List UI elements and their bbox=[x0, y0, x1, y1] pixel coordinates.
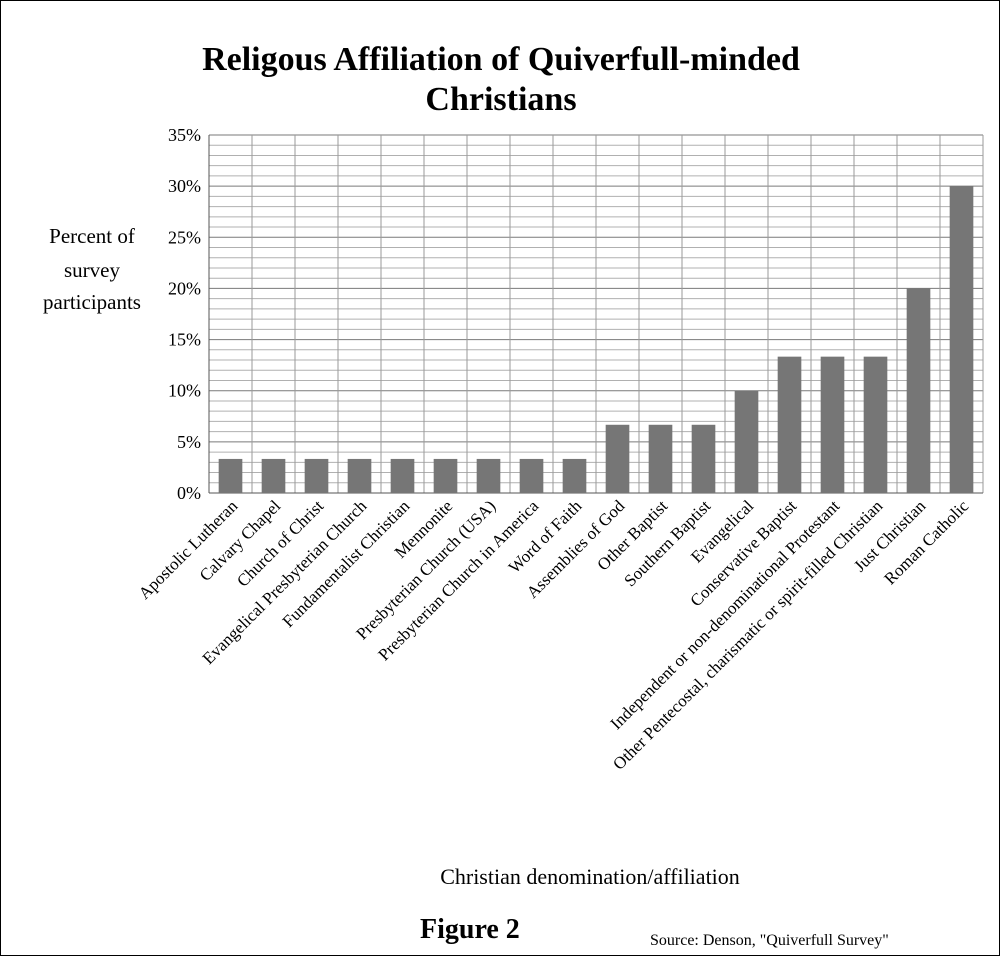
bar bbox=[906, 288, 931, 493]
bar bbox=[476, 458, 501, 493]
y-tick-label: 15% bbox=[168, 330, 201, 350]
y-axis-label-line-3: participants bbox=[43, 290, 141, 314]
y-tick-label: 5% bbox=[177, 432, 201, 452]
bar bbox=[734, 390, 759, 493]
y-tick-label: 10% bbox=[168, 381, 201, 401]
y-tick-label: 0% bbox=[177, 483, 201, 503]
source-note: Source: Denson, "Quiverfull Survey" bbox=[650, 932, 889, 949]
x-axis-label: Christian denomination/affiliation bbox=[440, 864, 740, 889]
y-tick-label: 30% bbox=[168, 176, 201, 196]
bar bbox=[648, 424, 673, 493]
figure-label: Figure 2 bbox=[420, 914, 520, 945]
bar bbox=[519, 458, 544, 493]
bar bbox=[261, 458, 286, 493]
bar bbox=[390, 458, 415, 493]
bar bbox=[347, 458, 372, 493]
y-axis-label-line-2: survey bbox=[64, 258, 120, 282]
bar bbox=[304, 458, 329, 493]
bar bbox=[777, 356, 802, 493]
bar bbox=[863, 356, 888, 493]
y-tick-label: 35% bbox=[168, 125, 201, 145]
y-tick-label: 25% bbox=[168, 227, 201, 247]
bar bbox=[949, 186, 974, 493]
y-axis-label-line-1: Percent of bbox=[49, 224, 135, 248]
bar bbox=[218, 458, 243, 493]
bar bbox=[433, 458, 458, 493]
bar bbox=[691, 424, 716, 493]
bar bbox=[820, 356, 845, 493]
y-tick-label: 20% bbox=[168, 278, 201, 298]
chart-title-line-2: Christians bbox=[425, 81, 577, 118]
chart-title-line-1: Religous Affiliation of Quiverfull-minde… bbox=[202, 41, 800, 78]
bar bbox=[562, 458, 587, 493]
bar bbox=[605, 424, 630, 493]
